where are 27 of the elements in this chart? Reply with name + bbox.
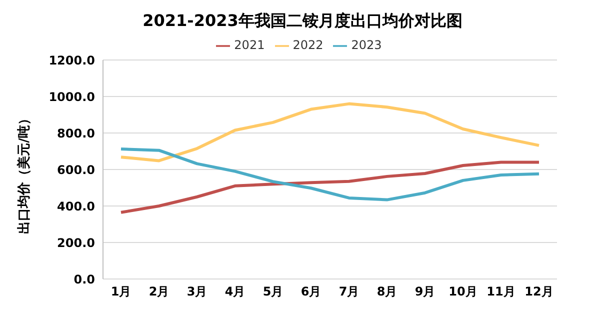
line-series [120,148,540,202]
y-tick-label: 0.0 [74,272,95,286]
x-tick-label: 5月 [262,284,284,299]
x-tick-label: 11月 [486,284,516,299]
y-tick-label: 600.0 [57,162,95,177]
y-tick-label: 800.0 [57,126,95,140]
legend-label: 2021 [234,38,265,52]
y-tick-label: 400.0 [57,199,95,214]
legend-label: 2023 [351,38,382,52]
x-tick-label: 8月 [376,284,398,299]
x-tick-label: 6月 [300,284,322,299]
x-tick-label: 10月 [448,284,478,299]
x-tick-label: 3月 [186,284,208,299]
line-series [120,102,540,162]
legend-label: 2022 [292,38,324,52]
y-tick-label: 1000.0 [48,90,95,104]
line-series [120,160,540,214]
x-tick-label: 2月 [148,284,170,299]
x-tick-label: 12月 [524,284,554,299]
chart-title: 2021-2023年我国二铵月度出口均价对比图 [142,10,464,32]
y-tick-label: 200.0 [57,236,95,250]
x-tick-label: 1月 [110,284,132,299]
y-tick-label: 1200.0 [48,53,95,68]
x-tick-label: 9月 [414,284,436,299]
x-tick-label: 7月 [338,284,360,299]
x-tick-label: 4月 [224,284,246,299]
y-axis-title: 出口均价（美元/吨） [16,112,33,234]
